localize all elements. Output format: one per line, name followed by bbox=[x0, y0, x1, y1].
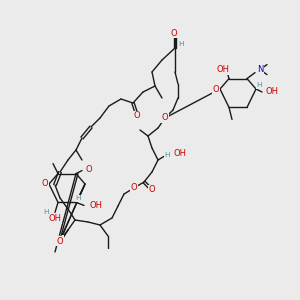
Text: O: O bbox=[212, 85, 219, 94]
Text: O: O bbox=[134, 112, 140, 121]
Text: O: O bbox=[131, 184, 137, 193]
Text: O: O bbox=[57, 236, 63, 245]
Text: O: O bbox=[162, 113, 168, 122]
Text: OH: OH bbox=[265, 88, 278, 97]
Text: OH: OH bbox=[90, 201, 103, 210]
Text: N: N bbox=[257, 65, 263, 74]
Text: O: O bbox=[171, 28, 177, 38]
Text: H: H bbox=[43, 209, 49, 215]
Text: H: H bbox=[256, 82, 262, 88]
Text: OH: OH bbox=[217, 65, 230, 74]
Text: OH: OH bbox=[173, 149, 186, 158]
Text: O: O bbox=[41, 178, 48, 188]
Text: O: O bbox=[57, 236, 63, 244]
Text: H: H bbox=[164, 152, 170, 158]
Text: O: O bbox=[149, 185, 155, 194]
Text: H: H bbox=[75, 195, 81, 201]
Text: H: H bbox=[178, 41, 184, 47]
Text: OH: OH bbox=[49, 214, 62, 223]
Text: O: O bbox=[86, 165, 93, 174]
